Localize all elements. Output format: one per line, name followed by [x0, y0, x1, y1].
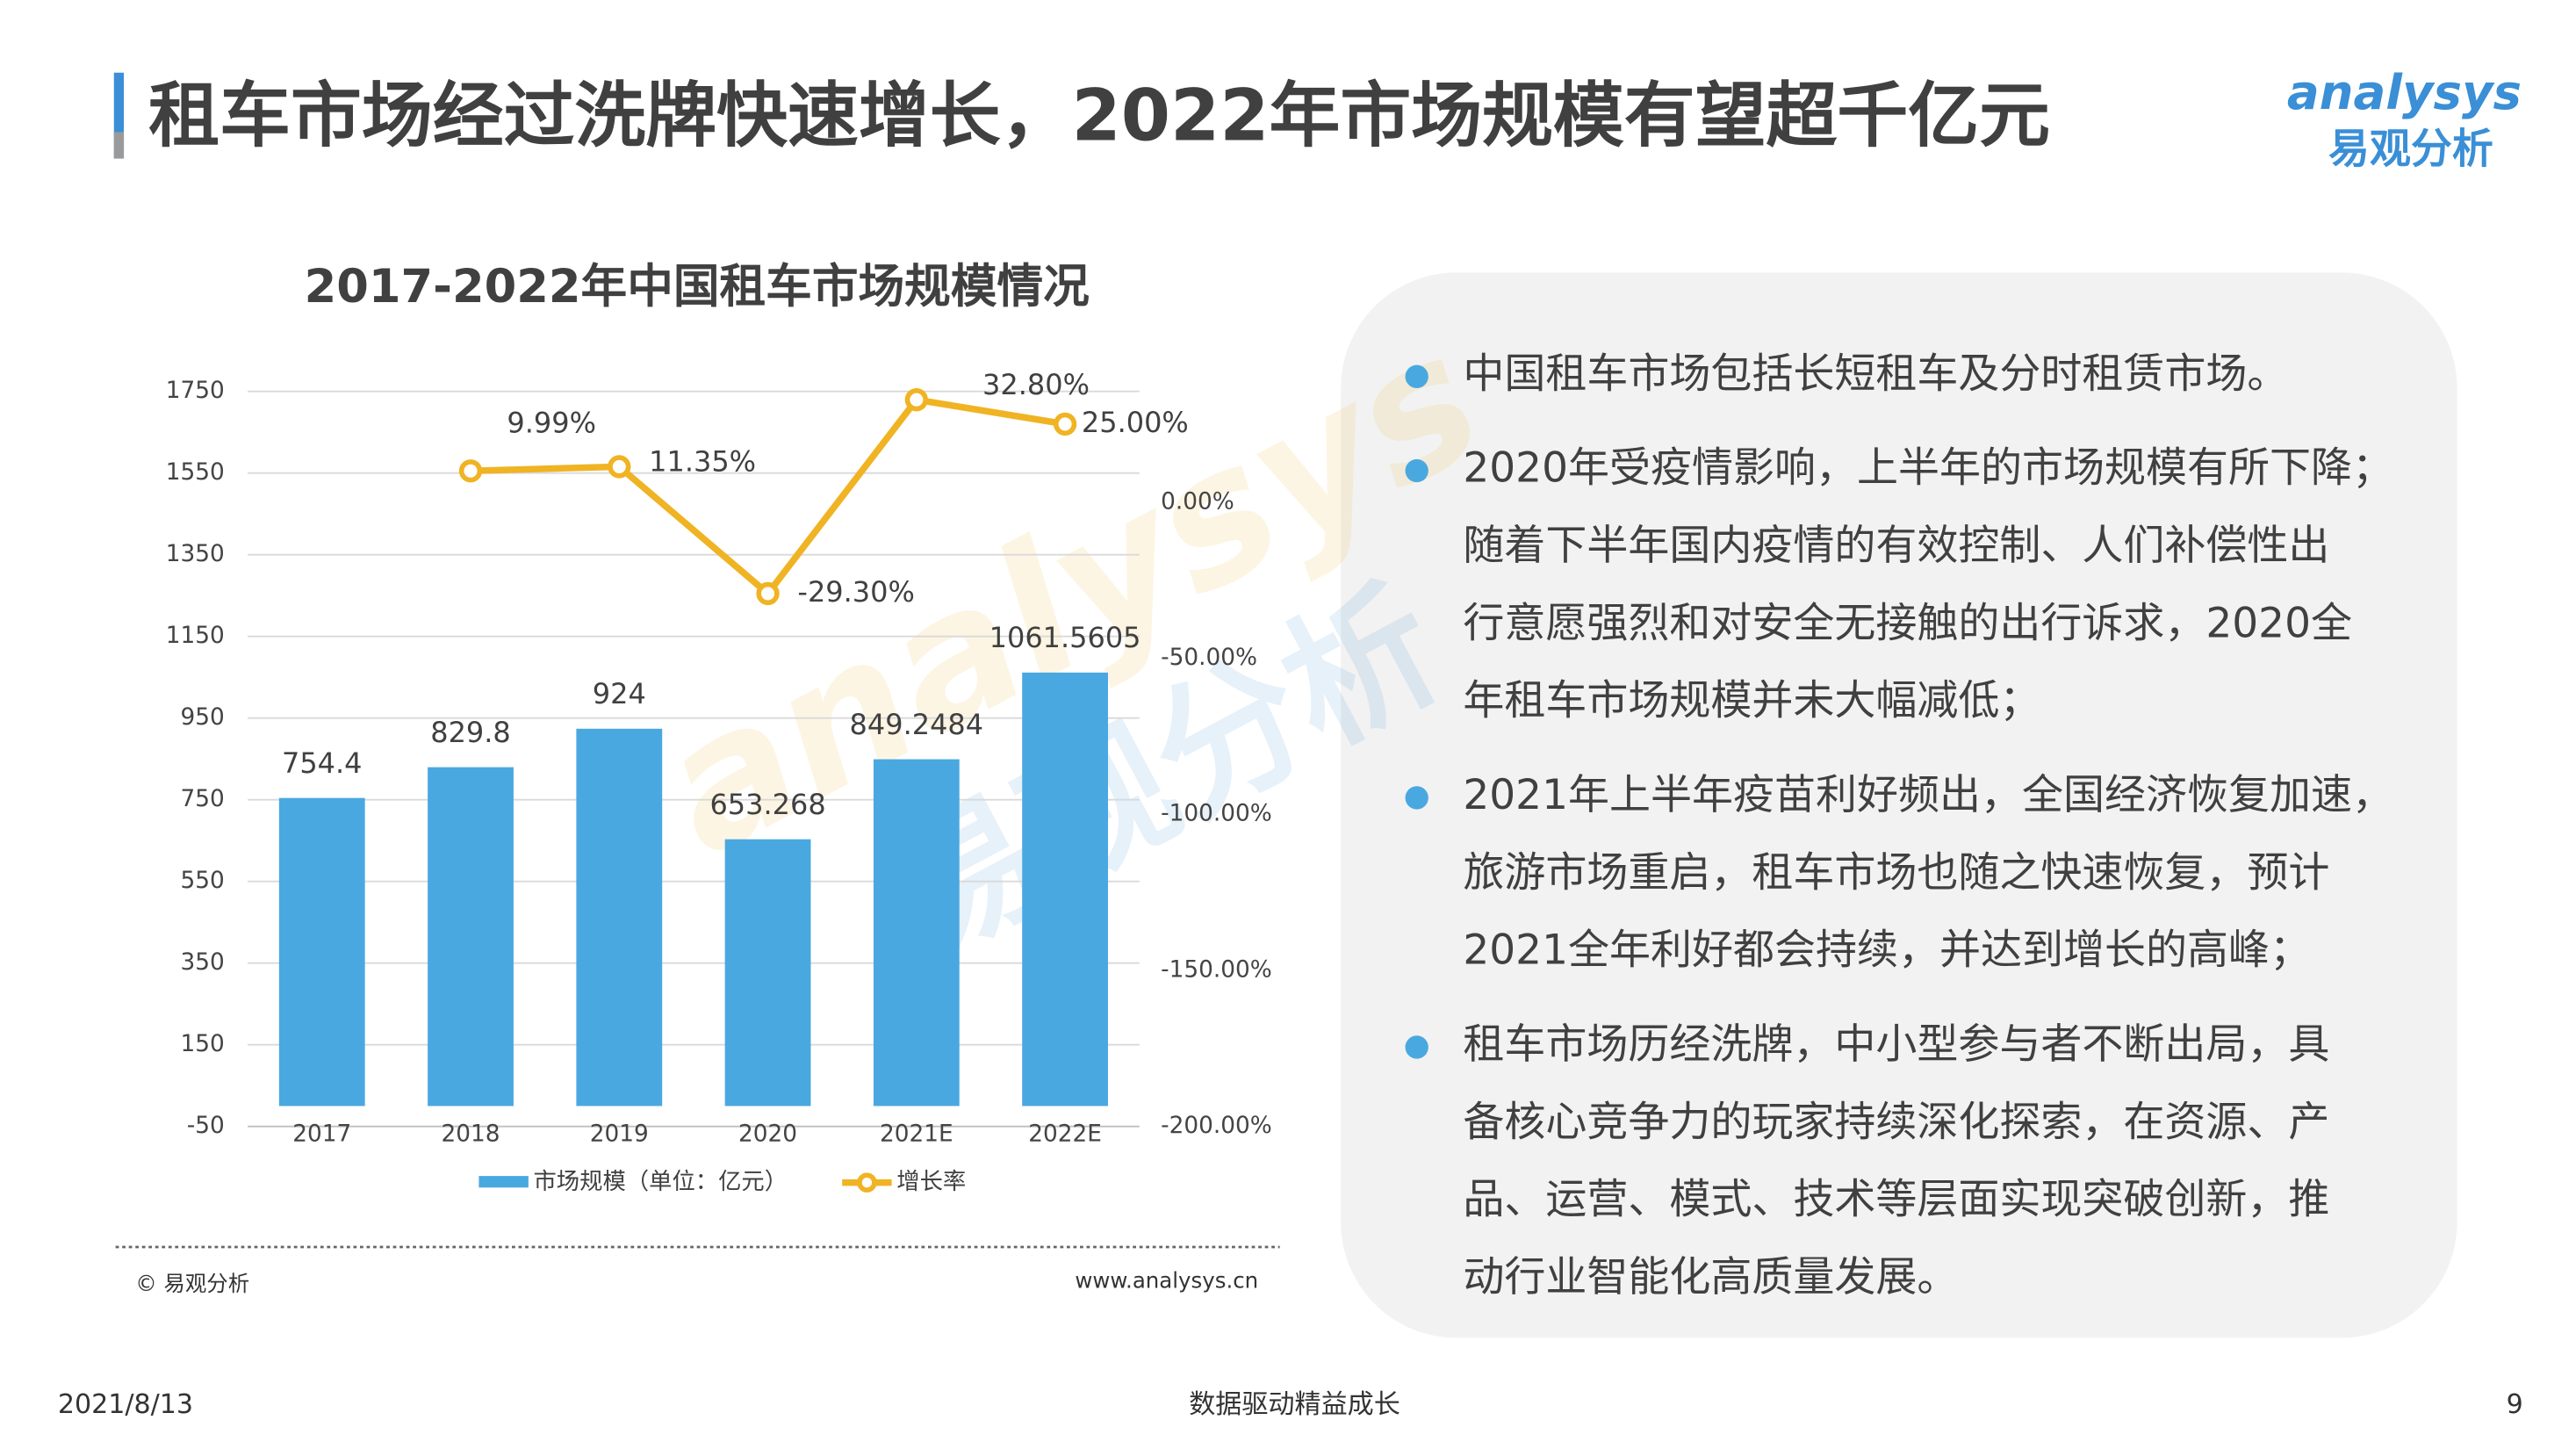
title-accent: [113, 72, 125, 159]
bullet-dot: [1405, 1035, 1428, 1059]
bar: [278, 797, 365, 1107]
bar-value-label: 754.4: [282, 746, 363, 780]
y2-tick-label: -150.00%: [1161, 956, 1272, 983]
x-tick-label: 2021E: [880, 1121, 953, 1148]
bullet-text: 2020年受疫情影响，上半年的市场规模有所下降；: [1463, 444, 2393, 493]
line-point: [904, 387, 928, 412]
bullet-dot: [1405, 364, 1428, 388]
line-point: [458, 459, 483, 483]
y-tick-label: 1350: [166, 541, 225, 567]
bullet-text: 2021全年利好都会持续，并达到增长的高峰；: [1463, 926, 2311, 975]
y2-tick-label: 0.00%: [1161, 488, 1234, 515]
x-tick-label: 2020: [738, 1121, 797, 1148]
bullet-dot: [1405, 458, 1428, 483]
legend-label: 增长率: [896, 1169, 966, 1195]
footer-date: 2021/8/13: [58, 1389, 193, 1420]
line-value-label: 9.99%: [507, 407, 596, 440]
bar: [576, 728, 663, 1107]
bullet-text: 备核心竞争力的玩家持续深化探索，在资源、产: [1463, 1098, 2329, 1146]
slide-title: 租车市场经过洗牌快速增长，2022年市场规模有望超千亿元: [148, 75, 2050, 157]
x-tick-label: 2022E: [1028, 1121, 1102, 1148]
y-tick-label: 150: [181, 1031, 225, 1057]
bullet-text: 动行业智能化高质量发展。: [1463, 1253, 1958, 1301]
text-panel: [1341, 272, 2457, 1338]
y-tick-label: -50: [187, 1113, 225, 1139]
y-tick-label: 1550: [166, 459, 225, 486]
y-tick-label: 1150: [166, 623, 225, 649]
bullet-text: 中国租车市场包括长短租车及分时租赁市场。: [1463, 350, 2288, 398]
bar: [724, 839, 811, 1107]
line-point: [1053, 412, 1077, 436]
line-point: [756, 581, 780, 606]
bar: [873, 759, 960, 1107]
line-value-label: -29.30%: [797, 575, 914, 609]
bar-value-label: 924: [593, 677, 646, 710]
legend-swatch-point: [857, 1172, 877, 1193]
y-tick-label: 950: [181, 704, 225, 731]
title-accent-base: [113, 132, 125, 159]
legend-label: 市场规模（单位：亿元）: [533, 1169, 788, 1195]
line-value-label: 11.35%: [649, 445, 756, 479]
source-copyright: © 易观分析: [135, 1271, 249, 1296]
bullet-text: 品、运营、模式、技术等层面实现突破创新，推: [1463, 1176, 2329, 1224]
y-tick-label: 1750: [166, 378, 225, 404]
bar: [1022, 672, 1108, 1107]
bullet-text: 旅游市场重启，租车市场也随之快速恢复，预计: [1463, 848, 2329, 897]
bar-value-label: 1061.5605: [989, 621, 1141, 654]
x-tick-label: 2019: [590, 1121, 649, 1148]
bullet-text: 租车市场历经洗牌，中小型参与者不断出局，具: [1463, 1020, 2329, 1069]
line-value-label: 25.00%: [1082, 406, 1189, 439]
bullet-text: 行意愿强烈和对安全无接触的出行诉求，2020全: [1463, 599, 2352, 647]
bullet-text: 年租车市场规模并未大幅减低；: [1463, 677, 2040, 725]
x-tick-label: 2018: [442, 1121, 500, 1148]
y-tick-label: 350: [181, 949, 225, 976]
line-value-label: 32.80%: [982, 368, 1090, 401]
y-tick-label: 550: [181, 868, 225, 894]
y2-tick-label: -100.00%: [1161, 801, 1272, 827]
bar-value-label: 829.8: [430, 716, 511, 749]
footer-page: 9: [2507, 1389, 2523, 1420]
bullet-dot: [1405, 786, 1428, 810]
y-tick-label: 750: [181, 786, 225, 812]
y2-tick-label: -50.00%: [1161, 645, 1257, 671]
bar-value-label: 849.2484: [850, 708, 984, 741]
legend-swatch: [479, 1176, 529, 1188]
y2-tick-label: -200.00%: [1161, 1113, 1272, 1139]
x-tick-label: 2017: [292, 1121, 351, 1148]
bullet-text: 2021年上半年疫苗利好频出，全国经济恢复加速，: [1463, 771, 2393, 819]
bar-value-label: 653.268: [709, 788, 825, 821]
bar: [428, 767, 514, 1107]
source-url: www.analysys.cn: [1075, 1267, 1258, 1293]
chart-title: 2017-2022年中国租车市场规模情况: [305, 260, 1090, 314]
footer-slogan: 数据驱动精益成长: [1189, 1389, 1400, 1420]
logo-cjk: 易观分析: [2328, 126, 2493, 174]
line-point: [608, 455, 631, 479]
bullet-text: 随着下半年国内疫情的有效控制、人们补偿性出: [1463, 522, 2329, 570]
logo-latin: analysys: [2287, 64, 2522, 120]
